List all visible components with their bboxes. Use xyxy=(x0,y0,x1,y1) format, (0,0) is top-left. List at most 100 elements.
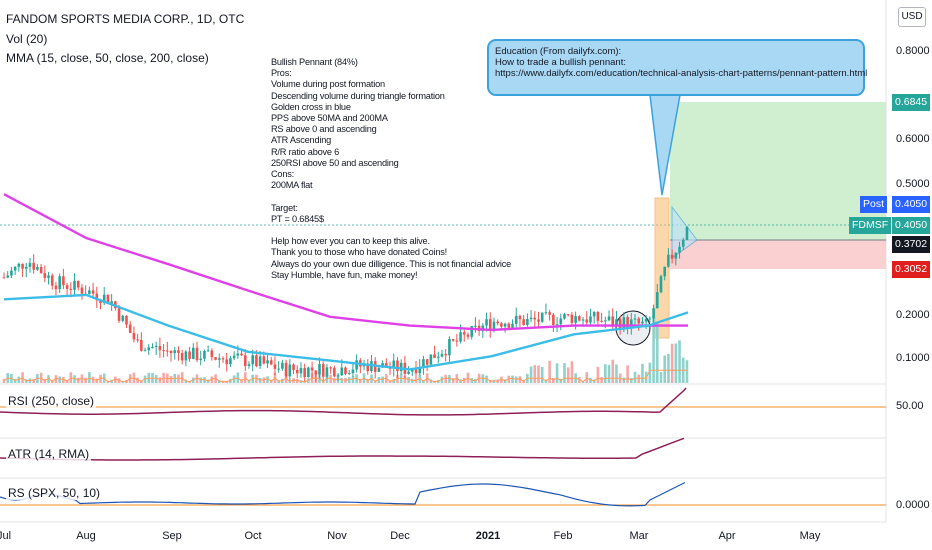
candle-body[interactable] xyxy=(277,368,280,370)
candle-body[interactable] xyxy=(69,288,73,290)
candle-body[interactable] xyxy=(607,316,611,321)
candle-body[interactable] xyxy=(240,353,243,356)
candle-body[interactable] xyxy=(321,364,325,377)
candle-body[interactable] xyxy=(225,359,229,365)
candle-body[interactable] xyxy=(425,359,429,365)
candle-body[interactable] xyxy=(433,354,436,358)
candle-body[interactable] xyxy=(303,368,306,378)
candle-body[interactable] xyxy=(50,275,54,286)
candle-body[interactable] xyxy=(507,323,511,328)
candle-body[interactable] xyxy=(399,362,403,372)
candle-body[interactable] xyxy=(310,367,314,371)
candle-body[interactable] xyxy=(151,347,154,349)
candle-body[interactable] xyxy=(269,360,273,365)
candle-body[interactable] xyxy=(563,314,566,319)
candle-body[interactable] xyxy=(503,323,507,327)
candle-body[interactable] xyxy=(140,340,143,351)
candle-body[interactable] xyxy=(611,316,615,325)
candle-body[interactable] xyxy=(180,352,184,361)
candle-body[interactable] xyxy=(459,332,462,342)
candle-body[interactable] xyxy=(136,339,139,341)
candle-body[interactable] xyxy=(385,363,388,368)
candle-body[interactable] xyxy=(307,367,310,378)
candle-body[interactable] xyxy=(618,319,622,330)
candle-body[interactable] xyxy=(236,353,240,356)
candle-body[interactable] xyxy=(485,319,488,326)
candle-body[interactable] xyxy=(637,318,641,324)
candle-body[interactable] xyxy=(600,320,603,322)
candle-body[interactable] xyxy=(663,266,667,277)
candle-body[interactable] xyxy=(500,323,503,327)
candle-body[interactable] xyxy=(555,324,559,326)
candle-body[interactable] xyxy=(552,314,555,325)
candle-body[interactable] xyxy=(451,339,455,341)
candle-body[interactable] xyxy=(158,345,162,351)
candle-body[interactable] xyxy=(273,364,277,369)
candle-body[interactable] xyxy=(54,285,58,290)
candle-body[interactable] xyxy=(110,301,113,304)
volume-indicator-label[interactable]: Vol (20) xyxy=(6,32,48,46)
candle-body[interactable] xyxy=(511,323,514,328)
candle-body[interactable] xyxy=(188,351,191,359)
mma-indicator-label[interactable]: MMA (15, close, 50, close, 200, close) xyxy=(6,51,209,65)
atr-line[interactable] xyxy=(0,437,685,461)
candle-body[interactable] xyxy=(28,262,32,267)
candle-body[interactable] xyxy=(10,270,13,276)
candle-body[interactable] xyxy=(76,280,80,288)
candle-body[interactable] xyxy=(195,347,199,361)
candle-body[interactable] xyxy=(2,277,6,279)
candle-body[interactable] xyxy=(143,350,147,352)
candle-body[interactable] xyxy=(199,358,203,361)
candle-body[interactable] xyxy=(596,311,600,321)
candle-body[interactable] xyxy=(128,324,132,333)
candle-body[interactable] xyxy=(173,350,177,354)
candle-body[interactable] xyxy=(644,318,648,322)
candle-body[interactable] xyxy=(455,340,459,342)
candle-body[interactable] xyxy=(344,367,347,374)
candle-body[interactable] xyxy=(474,325,477,327)
candle-body[interactable] xyxy=(444,354,448,356)
rsi-line[interactable] xyxy=(0,387,687,416)
candle-body[interactable] xyxy=(581,319,585,321)
candle-body[interactable] xyxy=(652,308,655,319)
candle-body[interactable] xyxy=(192,347,195,359)
stop-zone[interactable] xyxy=(670,240,886,269)
candle-body[interactable] xyxy=(411,369,414,372)
candle-body[interactable] xyxy=(184,351,188,361)
candle-body[interactable] xyxy=(162,350,165,352)
candle-body[interactable] xyxy=(674,252,678,259)
ma50-line[interactable] xyxy=(3,293,689,371)
candle-body[interactable] xyxy=(574,316,577,323)
candle-body[interactable] xyxy=(462,332,466,335)
candle-body[interactable] xyxy=(407,371,410,374)
candle-body[interactable] xyxy=(39,267,43,274)
candle-body[interactable] xyxy=(99,300,102,304)
candle-body[interactable] xyxy=(496,321,499,324)
candle-body[interactable] xyxy=(43,273,47,278)
education-callout[interactable]: Education (From dailyfx.com): How to tra… xyxy=(487,39,867,96)
candle-body[interactable] xyxy=(206,350,210,352)
candlesticks[interactable] xyxy=(2,225,689,383)
candle-body[interactable] xyxy=(633,318,637,320)
candle-body[interactable] xyxy=(670,254,674,259)
candle-body[interactable] xyxy=(396,360,399,372)
candle-body[interactable] xyxy=(13,266,17,271)
atr-pane-label[interactable]: ATR (14, RMA) xyxy=(6,447,92,461)
candle-body[interactable] xyxy=(329,367,332,369)
candle-body[interactable] xyxy=(466,334,470,337)
candle-body[interactable] xyxy=(73,280,76,290)
candle-body[interactable] xyxy=(655,292,659,309)
candle-body[interactable] xyxy=(347,373,351,375)
rs-line[interactable] xyxy=(0,481,686,507)
candle-body[interactable] xyxy=(318,364,321,375)
symbol-title[interactable]: FANDOM SPORTS MEDIA CORP., 1D, OTC xyxy=(6,12,245,26)
candle-body[interactable] xyxy=(91,290,95,294)
candle-body[interactable] xyxy=(678,246,681,253)
candle-body[interactable] xyxy=(62,276,65,286)
candle-body[interactable] xyxy=(299,368,303,374)
candle-body[interactable] xyxy=(522,319,525,326)
candle-body[interactable] xyxy=(6,275,10,278)
candle-body[interactable] xyxy=(355,360,358,370)
candle-body[interactable] xyxy=(95,293,99,301)
